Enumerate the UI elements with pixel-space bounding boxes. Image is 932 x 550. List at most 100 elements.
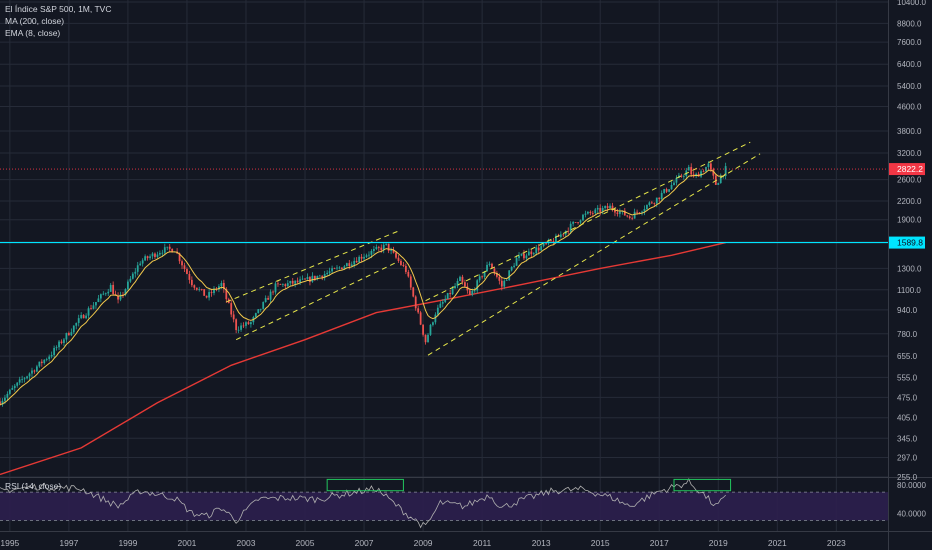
candle-body [326,272,329,275]
candle-body [112,284,115,295]
price-tick-15: 780.0 [897,330,918,339]
time-tick-1: 1997 [59,538,78,548]
candle-body [510,266,513,271]
price-tick-3: 6400.0 [897,60,922,69]
candle-body [454,286,456,289]
price-tick-8: 2600.0 [897,176,922,185]
candle-body [461,276,464,283]
candle-body [707,163,710,168]
candle-body [569,223,572,232]
candle-body [550,240,552,242]
candle-body [328,271,331,273]
price-tick-10: 1900.0 [897,216,922,225]
candle-body [286,283,289,287]
candle-body [284,284,287,287]
candle-body [269,291,272,300]
rsi-pane[interactable]: 80.0000 40.0000 [0,477,926,529]
candle-body [434,314,437,323]
candle-body [547,240,550,244]
candle-body [294,280,297,284]
candle-body [95,302,97,306]
candle-body [641,211,643,213]
time-axis[interactable]: 1995 1997 1999 2001 2003 2005 2007 2009 2011 2013… [0,538,846,548]
candle-body [188,273,191,280]
last-price-label: 2822.2 [897,164,923,174]
time-tick-13: 2021 [768,538,787,548]
price-tick-20: 345.0 [897,434,918,443]
time-tick-2: 1999 [118,538,137,548]
candle-body [333,268,336,270]
candle-body [35,366,38,372]
candle-body [18,379,21,383]
candle-body [397,257,400,261]
candle-body [456,280,459,287]
price-tick-12: 1300.0 [897,264,922,273]
candle-body [181,261,183,266]
candle-body [692,174,695,177]
candle-body [343,266,346,270]
candle-body [289,280,292,284]
candle-body [360,256,363,259]
candle-body [385,243,388,245]
candle-body [341,267,343,270]
candle-body [134,271,137,274]
candle-body [154,253,156,257]
candle-body [291,280,294,284]
candle-body [498,276,501,281]
candle-body [190,279,193,286]
candle-body [80,315,83,319]
candle-body [574,221,577,223]
candle-body [587,211,589,214]
candle-body [264,298,267,303]
candle-body [424,334,427,343]
candle-body [156,254,159,257]
rsi-legend[interactable]: RSI (14, close) [5,481,62,491]
candle-body [532,253,535,255]
candle-body [527,251,530,256]
candle-body [375,247,378,250]
rsi-line [0,477,726,529]
rsi-overbought-box-1 [326,478,404,492]
candle-body [200,289,203,290]
candle-body [48,356,51,360]
candle-body [719,176,722,184]
candle-body [240,325,242,330]
candle-body [60,341,63,343]
candle-body [414,296,417,309]
candle-body [55,347,58,349]
ema-legend[interactable]: EMA (8, close) [5,28,61,38]
candle-body [638,212,641,214]
candle-body [368,254,370,256]
candle-body [690,166,693,175]
candle-body [336,267,338,269]
candle-body [650,202,653,204]
price-tick-22: 255.0 [897,473,918,482]
candle-body [636,211,638,213]
candle-body [281,284,284,285]
candle-body [382,244,385,251]
candle-body [129,278,132,282]
candle-body [136,265,139,272]
candle-body [13,385,16,389]
ma-legend[interactable]: MA (200, close) [5,16,65,26]
price-axis[interactable]: 10400.0 8800.0 7600.0 6400.0 5400.0 4600.0 380… [889,0,926,482]
candle-body [272,291,274,293]
level-price-label: 1589.8 [897,238,923,248]
candle-body [606,206,609,209]
candle-body [380,247,383,251]
candle-body [316,276,319,280]
candle-body [709,163,712,170]
candle-body [419,312,422,325]
candle-body [537,247,540,251]
candle-body [250,322,252,325]
candle-body [124,289,127,295]
candle-body [675,177,678,183]
candle-body [618,211,621,214]
candle-body [21,379,24,381]
time-tick-3: 2001 [177,538,196,548]
candle-body [559,234,562,237]
price-levels[interactable] [0,168,888,244]
chart-title: El Índice S&P 500, 1M, TVC [5,4,112,14]
time-tick-4: 2003 [237,538,256,548]
